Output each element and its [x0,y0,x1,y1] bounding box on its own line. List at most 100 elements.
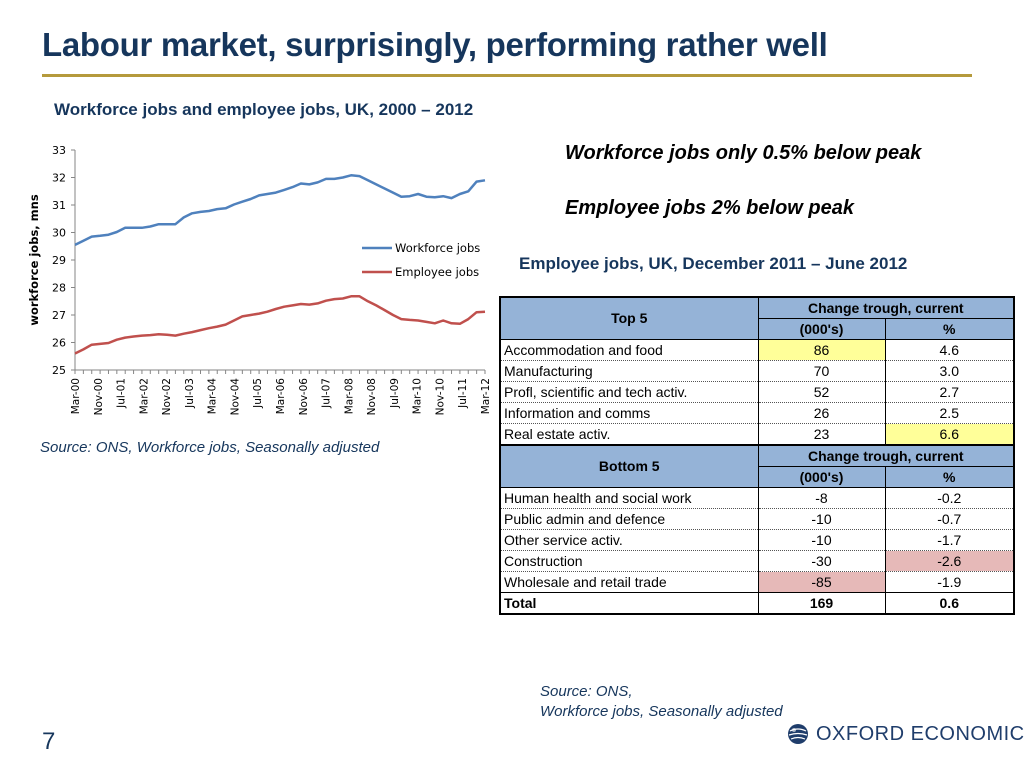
table-source-line1: Source: ONS, [540,683,633,700]
y-tick-label: 30 [52,227,66,240]
total-label: Total [499,592,758,615]
globe-icon [788,724,808,744]
y-tick-label: 31 [52,199,66,212]
x-tick-label: Jul-07 [321,378,333,409]
x-tick-label: Mar-08 [343,378,355,414]
x-tick-label: Mar-10 [412,378,424,414]
x-tick-label: Jul-09 [389,378,401,409]
row-thousands: 23 [757,423,885,446]
x-tick-label: Mar-02 [138,378,150,414]
x-tick-label: Jul-01 [116,378,128,409]
employee-note: Employee jobs 2% below peak [565,197,854,219]
line-chart: 25 26 27 28 29 30 31 32 33 Mar-00 Nov-00 Jul-01 Mar-… [27,144,492,416]
x-tick-label: Jul-05 [252,378,264,409]
bottom5-header: Bottom 5 [499,444,759,488]
y-tick-label: 27 [52,309,66,322]
x-tick-label: Nov-08 [366,378,378,415]
top5-pct-header: % [884,318,1015,340]
x-tick-label: Mar-00 [70,378,82,414]
row-label: Manufacturing [499,360,758,382]
x-tick-label: Nov-00 [93,378,105,415]
row-thousands: 52 [757,381,885,403]
title-divider [42,74,972,77]
x-tick-label: Mar-06 [275,378,287,415]
x-tick-label: Nov-04 [229,378,241,416]
total-row: Total 169 0.6 [499,592,1015,615]
row-pct: 2.7 [884,381,1015,403]
series-line-workforce-jobs [74,174,486,247]
table-row: Public admin and defence -10 -0.7 [499,508,1015,530]
y-tick-label: 28 [52,282,66,295]
y-tick-label: 25 [52,364,66,377]
row-thousands: 70 [757,360,885,382]
row-thousands: -10 [757,529,885,551]
row-pct: 6.6 [884,423,1015,446]
legend-label: Workforce jobs [395,241,480,255]
y-tick-label: 26 [52,337,66,350]
y-tick-label: 32 [52,172,66,185]
row-pct: -2.6 [884,550,1015,572]
table-row: Accommodation and food 86 4.6 [499,339,1015,361]
y-axis-label: workforce jobs, mns [27,194,41,326]
x-tick-label: Nov-06 [298,378,310,416]
row-pct: 2.5 [884,402,1015,424]
page-number: 7 [42,728,56,755]
row-pct: -1.9 [884,571,1015,593]
logo-text: OXFORD ECONOMICS [816,722,1024,745]
table-row: Profl, scientific and tech activ. 52 2.7 [499,381,1015,403]
employee-jobs-table: Top 5 Change trough, current (000's)% Accom… [499,296,1015,615]
page-title: Labour market, surprisingly, performing … [42,26,828,63]
table-source-line2: Workforce jobs, Seasonally adjusted [540,703,783,720]
row-label: Information and comms [499,402,758,424]
top5-change-header: Change trough, current [757,296,1015,319]
row-thousands: -30 [757,550,885,572]
row-label: Real estate activ. [499,423,758,446]
x-tick-label: Nov-02 [161,378,173,415]
row-thousands: -85 [757,571,885,593]
chart-source: Source: ONS, Workforce jobs, Seasonally … [40,439,380,456]
table-row: Manufacturing 70 3.0 [499,360,1015,382]
table-row: Construction -30 -2.6 [499,550,1015,572]
table-source: Source: ONS, Workforce jobs, Seasonally … [540,682,783,722]
table-title: Employee jobs, UK, December 2011 – June … [519,254,908,273]
x-tick-label: Mar-12 [480,378,492,414]
table-row: Other service activ. -10 -1.7 [499,529,1015,551]
row-label: Human health and social work [499,487,758,509]
top5-header: Top 5 [499,296,759,340]
bottom5-pct-header: % [884,466,1015,488]
y-tick-label: 33 [52,144,66,157]
total-thousands: 169 [757,592,885,615]
x-tick-label: Jul-11 [457,378,469,409]
workforce-note: Workforce jobs only 0.5% below peak [565,142,922,164]
row-pct: 4.6 [884,339,1015,361]
row-pct: 3.0 [884,360,1015,382]
row-thousands: 86 [757,339,885,361]
x-tick-label: Nov-10 [434,378,446,415]
row-pct: -0.2 [884,487,1015,509]
y-tick-label: 29 [52,254,66,267]
top5-thousands-header: (000's) [757,318,886,340]
row-thousands: 26 [757,402,885,424]
row-pct: -0.7 [884,508,1015,530]
row-label: Accommodation and food [499,339,758,361]
row-label: Construction [499,550,758,572]
series-line-employee-jobs [74,295,486,355]
legend-label: Employee jobs [395,265,479,279]
bottom5-thousands-header: (000's) [757,466,886,488]
row-label: Other service activ. [499,529,758,551]
x-tick-label: Jul-03 [184,378,196,409]
chart-title: Workforce jobs and employee jobs, UK, 20… [54,100,474,119]
table-row: Human health and social work -8 -0.2 [499,487,1015,509]
row-thousands: -10 [757,508,885,530]
row-thousands: -8 [757,487,885,509]
total-pct: 0.6 [884,592,1015,615]
x-tick-label: Mar-04 [207,378,219,415]
oxford-economics-logo: OXFORD ECONOMICS [786,722,1024,746]
row-pct: -1.7 [884,529,1015,551]
table-row: Information and comms 26 2.5 [499,402,1015,424]
table-row: Wholesale and retail trade -85 -1.9 [499,571,1015,593]
table-row: Real estate activ. 23 6.6 [499,423,1015,446]
row-label: Wholesale and retail trade [499,571,758,593]
bottom5-change-header: Change trough, current [757,444,1015,467]
row-label: Profl, scientific and tech activ. [499,381,758,403]
